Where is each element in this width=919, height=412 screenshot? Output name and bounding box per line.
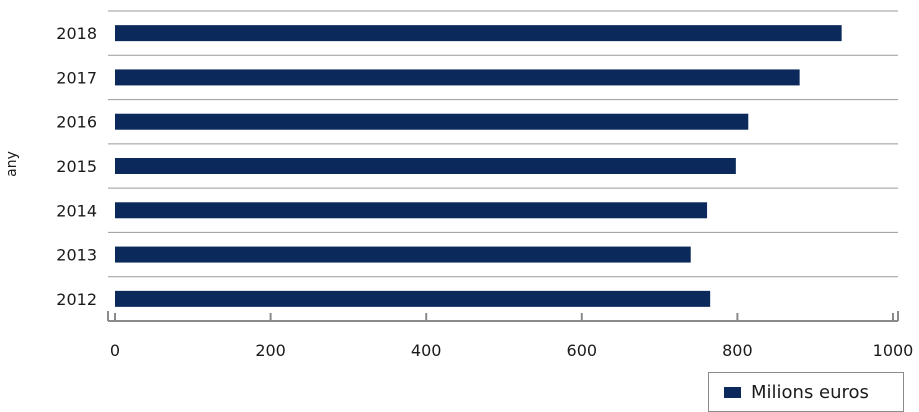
x-tick-label: 1000 <box>873 341 914 360</box>
legend: Milions euros <box>708 372 904 412</box>
y-tick-labels: 2012 2013 2014 2015 2016 2017 2018 <box>56 24 97 309</box>
bar-2016 <box>115 113 749 130</box>
y-tick-label: 2014 <box>56 201 97 220</box>
bar-2018 <box>115 25 842 42</box>
bar-2015 <box>115 158 736 174</box>
x-tick-label: 0 <box>110 341 120 360</box>
legend-label: Milions euros <box>751 381 869 403</box>
y-tick-label: 2017 <box>56 68 97 87</box>
bars <box>115 25 842 307</box>
x-tick-label: 400 <box>411 341 442 360</box>
legend-swatch <box>724 386 741 398</box>
x-tick-label: 600 <box>567 341 598 360</box>
x-tick-label: 800 <box>722 341 753 360</box>
y-axis-label: any <box>4 151 20 177</box>
bar-chart: any 2012 2013 2014 2015 2016 2017 2018 0 200 400… <box>4 10 913 360</box>
y-tick-label: 2012 <box>56 290 97 309</box>
bar-2017 <box>115 69 800 86</box>
bar-2012 <box>115 290 711 307</box>
bar-2014 <box>115 202 708 219</box>
x-tick-labels: 0 200 400 600 800 1000 <box>110 341 913 360</box>
y-tick-label: 2018 <box>56 24 97 43</box>
bar-2013 <box>115 246 691 263</box>
grid-lines <box>108 10 898 322</box>
y-tick-label: 2013 <box>56 246 97 265</box>
y-tick-label: 2015 <box>56 157 97 176</box>
y-tick-label: 2016 <box>56 113 97 132</box>
x-axis <box>107 311 899 322</box>
x-tick-label: 200 <box>255 341 286 360</box>
